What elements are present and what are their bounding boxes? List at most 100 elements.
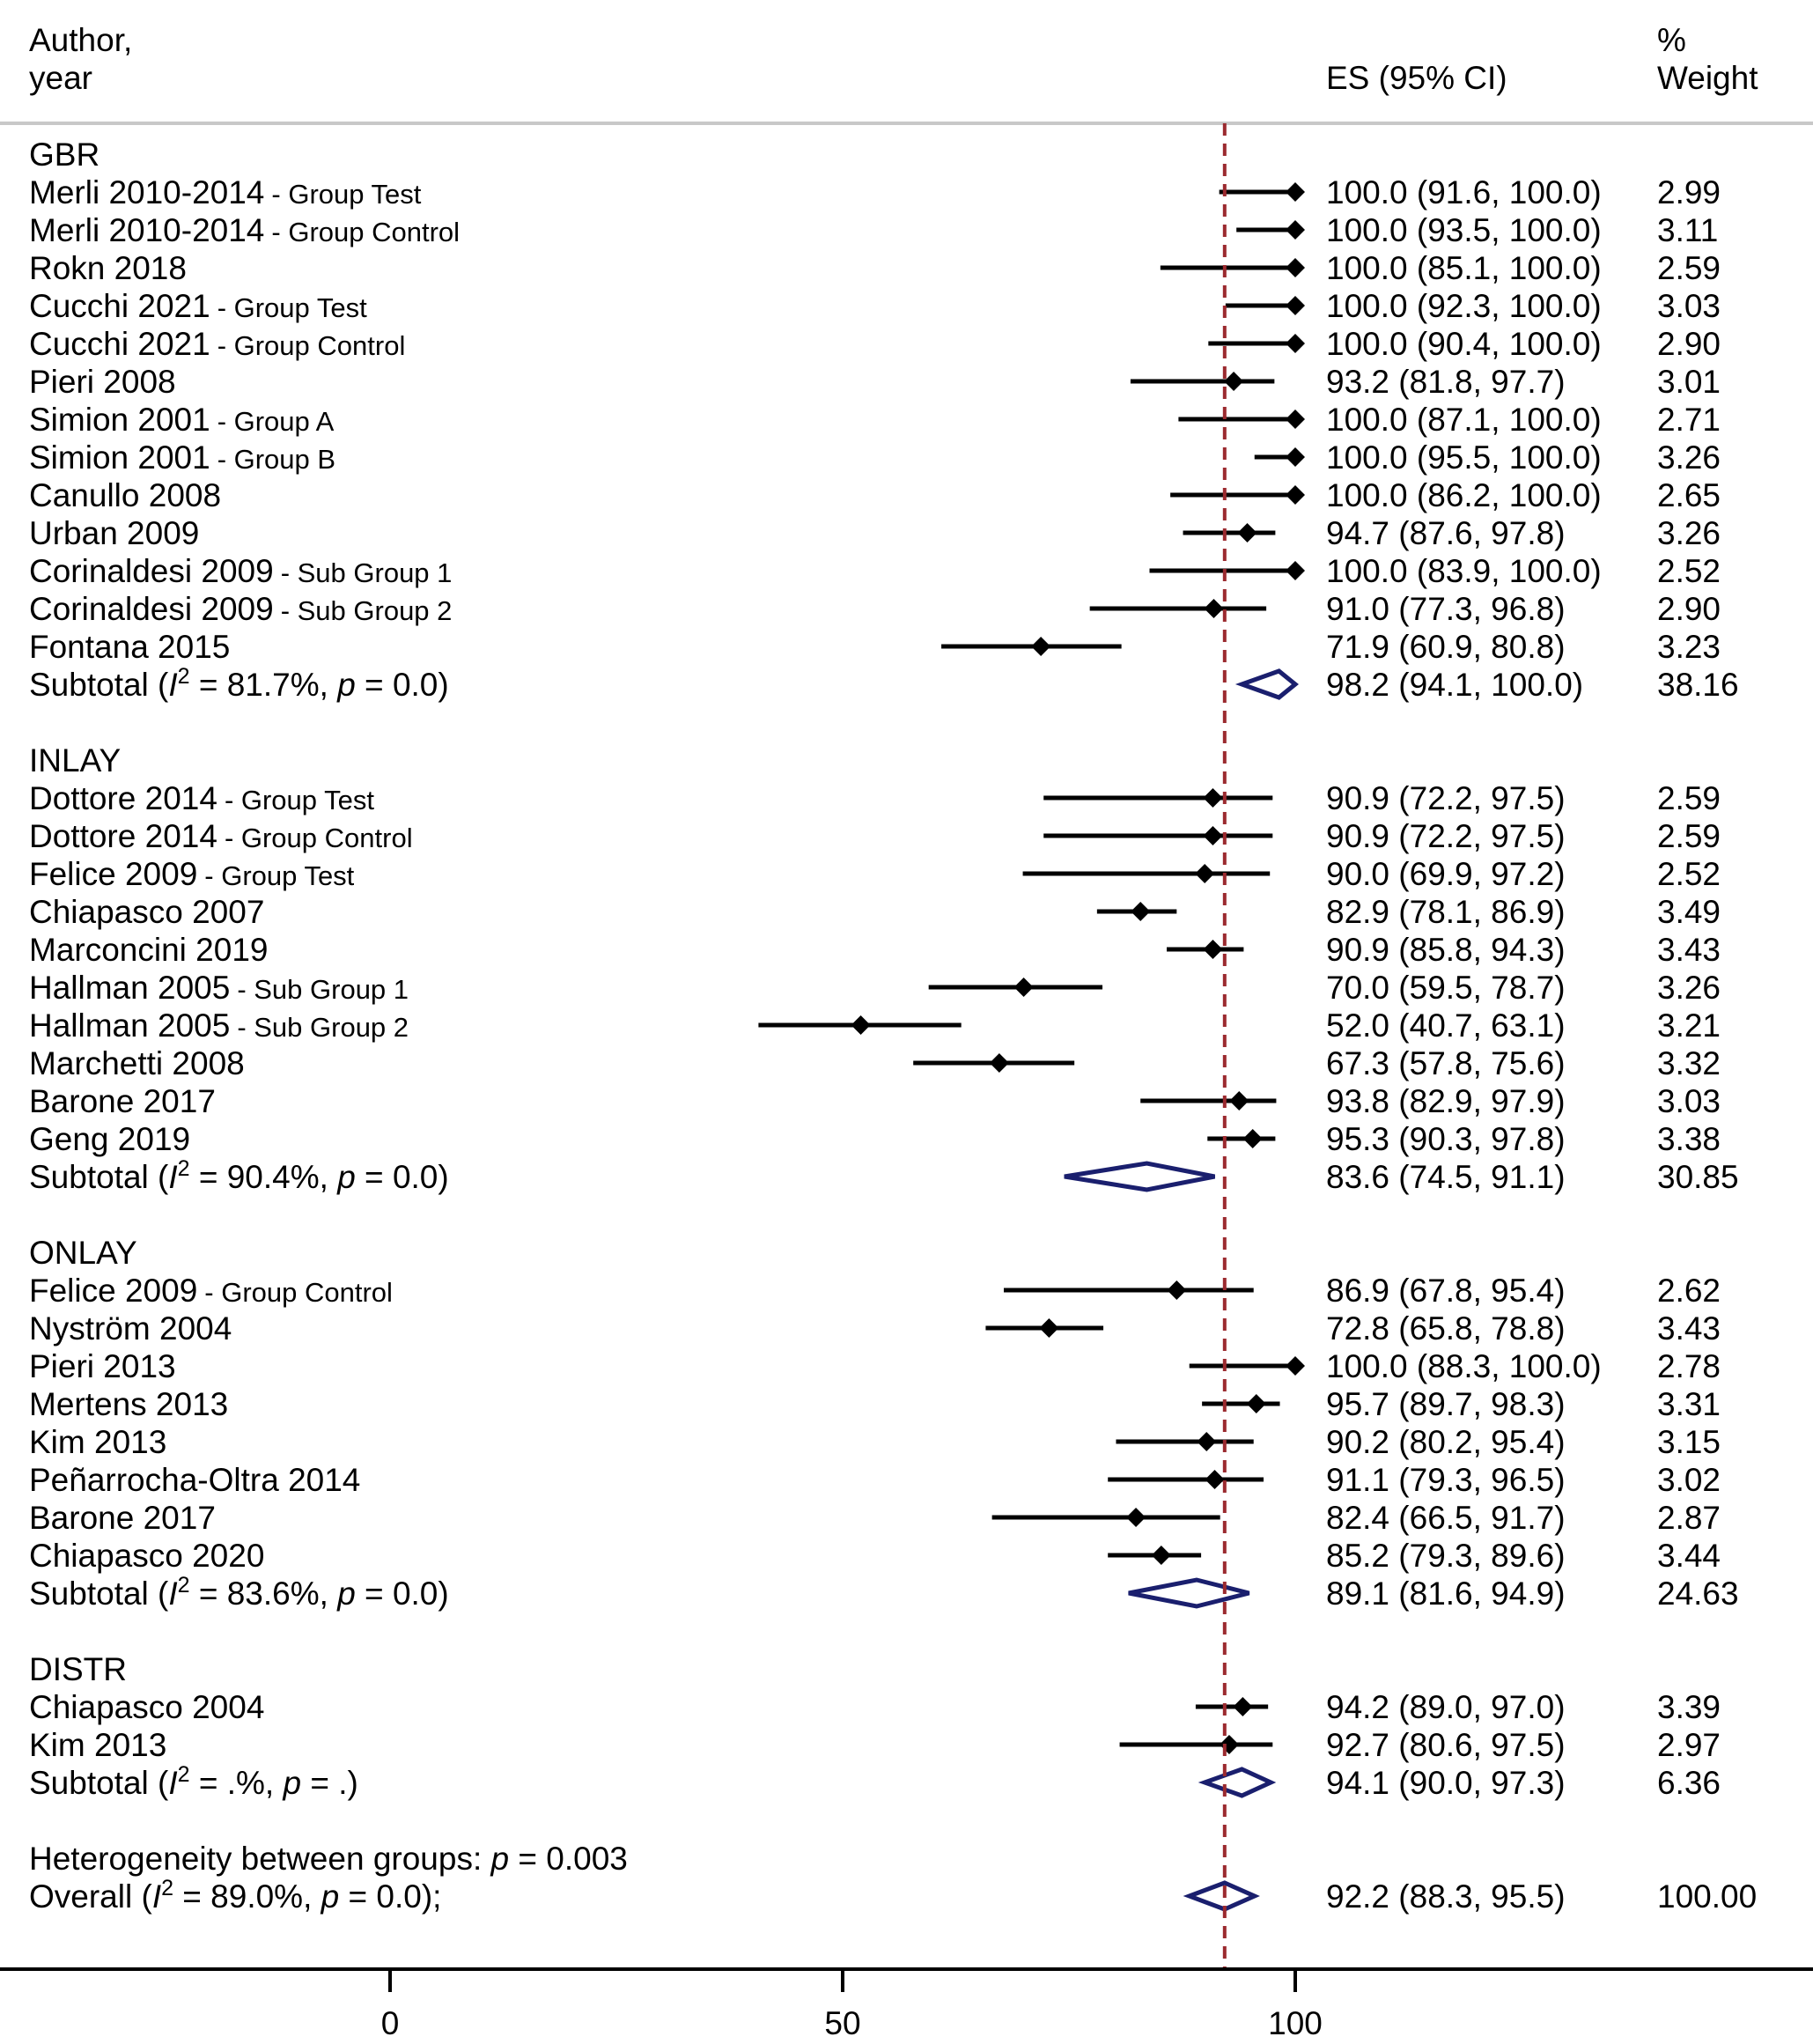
weight-value: 2.59 bbox=[1657, 780, 1721, 816]
es-ci-value: 70.0 (59.5, 78.7) bbox=[1326, 970, 1566, 1006]
es-ci-value: 71.9 (60.9, 80.8) bbox=[1326, 629, 1566, 665]
study-label: Hallman 2005- Sub Group 2 bbox=[29, 1007, 409, 1044]
es-ci-value: 93.2 (81.8, 97.7) bbox=[1326, 364, 1566, 400]
es-ci-value: 100.0 (91.6, 100.0) bbox=[1326, 174, 1602, 210]
x-tick-label: 0 bbox=[381, 2005, 400, 2041]
weight-value: 2.59 bbox=[1657, 818, 1721, 854]
group-heading: GBR bbox=[29, 137, 99, 173]
study-row: Chiapasco 2004 94.2 (89.0, 97.0) 3.39 bbox=[29, 1689, 1721, 1725]
study-label: Kim 2013 bbox=[29, 1727, 166, 1763]
study-row: Simion 2001- Group A 100.0 (87.1, 100.0) 2… bbox=[29, 402, 1721, 438]
weight-value: 3.38 bbox=[1657, 1121, 1721, 1157]
subtotal-row: Subtotal (I2 = 83.6%, p = 0.0) 89.1 (81.6… bbox=[29, 1573, 1739, 1612]
study-row: Felice 2009- Group Test 90.0 (69.9, 97.2)… bbox=[29, 856, 1721, 892]
point-estimate bbox=[1203, 826, 1223, 845]
point-estimate bbox=[1286, 334, 1305, 353]
weight-value: 2.52 bbox=[1657, 856, 1721, 892]
es-ci-value: 91.0 (77.3, 96.8) bbox=[1326, 591, 1566, 627]
es-ci-value: 100.0 (90.4, 100.0) bbox=[1326, 326, 1602, 362]
point-estimate bbox=[1286, 1356, 1305, 1376]
study-label: Kim 2013 bbox=[29, 1424, 166, 1460]
es-ci-value: 100.0 (85.1, 100.0) bbox=[1326, 250, 1602, 286]
study-row: Simion 2001- Group B 100.0 (95.5, 100.0) 3… bbox=[29, 439, 1721, 476]
point-estimate bbox=[1126, 1508, 1146, 1527]
study-row: Fontana 2015 71.9 (60.9, 80.8) 3.23 bbox=[29, 629, 1721, 665]
point-estimate bbox=[1286, 220, 1305, 240]
point-estimate bbox=[1286, 182, 1305, 202]
weight-value: 3.31 bbox=[1657, 1386, 1721, 1422]
overall-es-ci: 92.2 (88.3, 95.5) bbox=[1326, 1878, 1566, 1915]
subtotal-row: Subtotal (I2 = .%, p = .) 94.1 (90.0, 97.… bbox=[29, 1762, 1721, 1801]
study-row: Urban 2009 94.7 (87.6, 97.8) 3.26 bbox=[29, 515, 1721, 551]
subtotal-label: Subtotal (I2 = 90.4%, p = 0.0) bbox=[29, 1156, 449, 1195]
es-ci-value: 72.8 (65.8, 78.8) bbox=[1326, 1310, 1566, 1347]
point-estimate bbox=[1167, 1280, 1187, 1300]
study-label: Canullo 2008 bbox=[29, 477, 221, 513]
es-ci-value: 85.2 (79.3, 89.6) bbox=[1326, 1538, 1566, 1574]
study-label: Corinaldesi 2009- Sub Group 2 bbox=[29, 591, 452, 627]
study-row: Peñarrocha-Oltra 2014 91.1 (79.3, 96.5) 3.… bbox=[29, 1462, 1721, 1498]
subtotal-weight: 38.16 bbox=[1657, 667, 1739, 703]
study-row: Chiapasco 2007 82.9 (78.1, 86.9) 3.49 bbox=[29, 894, 1721, 930]
study-row: Marconcini 2019 90.9 (85.8, 94.3) 3.43 bbox=[29, 932, 1721, 968]
weight-value: 2.87 bbox=[1657, 1500, 1721, 1536]
point-estimate bbox=[1013, 978, 1034, 997]
study-label: Hallman 2005- Sub Group 1 bbox=[29, 970, 409, 1006]
es-ci-value: 100.0 (95.5, 100.0) bbox=[1326, 439, 1602, 476]
heterogeneity-between-groups: Heterogeneity between groups: p = 0.003 bbox=[29, 1841, 628, 1877]
es-ci-value: 94.7 (87.6, 97.8) bbox=[1326, 515, 1566, 551]
subtotal-diamond bbox=[1198, 1767, 1277, 1798]
study-label: Fontana 2015 bbox=[29, 629, 230, 665]
weight-value: 3.03 bbox=[1657, 1083, 1721, 1119]
study-label: Corinaldesi 2009- Sub Group 1 bbox=[29, 553, 452, 589]
weight-value: 3.03 bbox=[1657, 288, 1721, 324]
subtotal-row: Subtotal (I2 = 81.7%, p = 0.0) 98.2 (94.1… bbox=[29, 664, 1739, 703]
subtotal-label: Subtotal (I2 = 81.7%, p = 0.0) bbox=[29, 664, 449, 703]
subtotal-label: Subtotal (I2 = .%, p = .) bbox=[29, 1762, 358, 1801]
weight-value: 2.62 bbox=[1657, 1273, 1721, 1309]
subtotal-weight: 6.36 bbox=[1657, 1765, 1721, 1801]
x-axis: 0 50 100 bbox=[0, 1967, 1813, 2041]
weight-value: 2.52 bbox=[1657, 553, 1721, 589]
es-ci-value: 90.9 (72.2, 97.5) bbox=[1326, 780, 1566, 816]
es-ci-header: ES (95% CI) bbox=[1326, 60, 1507, 96]
weight-value: 2.90 bbox=[1657, 326, 1721, 362]
es-ci-value: 100.0 (88.3, 100.0) bbox=[1326, 1348, 1602, 1384]
study-row: Merli 2010-2014- Group Test 100.0 (91.6, … bbox=[29, 174, 1721, 210]
subtotal-weight: 24.63 bbox=[1657, 1575, 1739, 1612]
study-row: Kim 2013 92.7 (80.6, 97.5) 2.97 bbox=[29, 1727, 1721, 1763]
study-row: Rokn 2018 100.0 (85.1, 100.0) 2.59 bbox=[29, 250, 1721, 286]
point-estimate bbox=[1203, 940, 1223, 959]
study-row: Corinaldesi 2009- Sub Group 2 91.0 (77.3,… bbox=[29, 591, 1721, 627]
point-estimate bbox=[1242, 1129, 1263, 1148]
subtotal-es-ci: 83.6 (74.5, 91.1) bbox=[1326, 1159, 1566, 1195]
es-ci-value: 52.0 (40.7, 63.1) bbox=[1326, 1007, 1566, 1044]
study-label: Pieri 2013 bbox=[29, 1348, 176, 1384]
weight-value: 3.01 bbox=[1657, 364, 1721, 400]
weight-value: 2.71 bbox=[1657, 402, 1721, 438]
weight-value: 2.97 bbox=[1657, 1727, 1721, 1763]
study-label: Barone 2017 bbox=[29, 1500, 216, 1536]
point-estimate bbox=[1286, 561, 1305, 580]
study-row: Barone 2017 82.4 (66.5, 91.7) 2.87 bbox=[29, 1500, 1721, 1536]
study-label: Felice 2009- Group Control bbox=[29, 1273, 393, 1309]
es-ci-value: 90.9 (72.2, 97.5) bbox=[1326, 818, 1566, 854]
weight-header-line1: % bbox=[1657, 22, 1686, 58]
es-ci-value: 100.0 (86.2, 100.0) bbox=[1326, 477, 1602, 513]
study-row: Dottore 2014- Group Control 90.9 (72.2, 9… bbox=[29, 818, 1721, 854]
weight-value: 3.11 bbox=[1657, 212, 1718, 248]
study-row: Kim 2013 90.2 (80.2, 95.4) 3.15 bbox=[29, 1424, 1721, 1460]
point-estimate bbox=[1151, 1546, 1171, 1565]
es-ci-value: 100.0 (87.1, 100.0) bbox=[1326, 402, 1602, 438]
weight-header-line2: Weight bbox=[1657, 60, 1758, 96]
es-ci-value: 90.9 (85.8, 94.3) bbox=[1326, 932, 1566, 968]
subtotal-es-ci: 98.2 (94.1, 100.0) bbox=[1326, 667, 1583, 703]
subtotal-es-ci: 94.1 (90.0, 97.3) bbox=[1326, 1765, 1566, 1801]
weight-value: 3.32 bbox=[1657, 1045, 1721, 1081]
es-ci-value: 94.2 (89.0, 97.0) bbox=[1326, 1689, 1566, 1725]
subtotal-label: Subtotal (I2 = 83.6%, p = 0.0) bbox=[29, 1573, 449, 1612]
es-ci-value: 93.8 (82.9, 97.9) bbox=[1326, 1083, 1566, 1119]
x-tick-label: 100 bbox=[1268, 2005, 1323, 2041]
